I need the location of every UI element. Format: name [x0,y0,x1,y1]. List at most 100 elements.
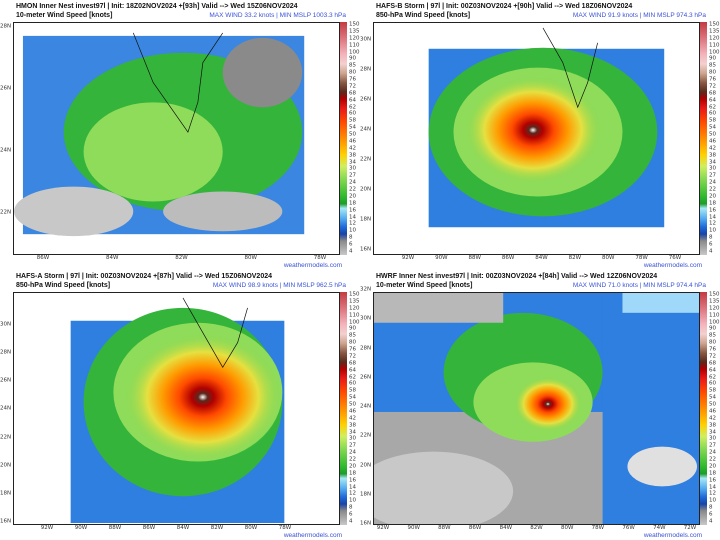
lon-tick-label: 84W [535,255,548,261]
colorbar-label: 20 [709,193,716,200]
colorbar-label: 6 [349,511,353,518]
lat-tick-label: 30N [0,321,12,328]
lon-tick-label: 76W [622,525,635,531]
lat-tick-label: 20N [360,461,372,468]
map-plot [373,292,700,525]
colorbar-label: 72 [349,83,356,90]
lat-tick-label: 16N [360,246,372,253]
colorbar-label: 90 [709,55,716,62]
lat-tick-label: 24N [0,405,12,412]
lat-tick-label: 20N [0,461,12,468]
colorbar-label: 34 [349,158,356,165]
colorbar-label: 80 [349,69,356,76]
colorbar-label: 24 [349,449,356,456]
lat-tick-label: 28N [0,23,12,30]
lon-tick-label: 78W [278,525,292,531]
panel-hwrf: HWRF Inner Nest invest97l | Init: 00Z03N… [360,270,720,540]
max-wind-stats: MAX WIND 71.0 knots | MIN MSLP 974.4 hPa [572,282,706,289]
watermark: weathermodels.com [283,532,342,539]
colorbar-label: 8 [709,234,713,241]
colorbar-label: 24 [709,449,716,456]
colorbar-label: 150 [709,291,720,298]
colorbar-label: 46 [349,408,356,415]
colorbar-label: 76 [709,76,716,83]
lon-tick-label: 86W [501,255,515,261]
colorbar-label: 8 [709,504,713,511]
lat-tick-label: 16N [360,520,372,527]
colorbar-label: 38 [349,151,356,158]
colorbar-label: 100 [349,318,360,325]
colorbar-label: 50 [349,131,356,138]
lat-tick-label: 30N [360,36,372,43]
colorbar-label: 100 [709,48,720,55]
max-wind-stats: MAX WIND 98.9 knots | MIN MSLP 962.5 hPa [212,282,346,289]
lon-tick-label: 78W [313,255,327,261]
lat-tick-label: 30N [360,315,372,322]
colorbar-label: 42 [349,145,356,152]
colorbar-label: 120 [349,305,360,311]
lon-tick-label: 84W [499,525,513,531]
panel-hmon: HMON Inner Nest invest97l | Init: 18Z02N… [0,0,360,270]
lon-tick-label: 84W [106,255,119,261]
colorbar-label: 90 [349,55,356,62]
colorbar-label: 22 [709,186,716,193]
panel-hafs-a: HAFS-A Storm | 97l | Init: 00Z03NOV2024 … [0,270,360,540]
lon-tick-label: 86W [468,525,482,531]
colorbar-label: 12 [709,490,716,497]
colorbar-label: 54 [349,394,356,401]
colorbar-label: 14 [709,483,716,490]
lon-tick-label: 88W [438,525,451,531]
colorbar-label: 50 [709,131,716,138]
colorbar-label: 14 [349,213,356,220]
colorbar-label: 110 [709,41,720,48]
colorbar-label: 85 [709,332,716,339]
colorbar-label: 42 [349,415,356,422]
panel-subtitle: 850-hPa Wind Speed [knots] [16,282,111,289]
lat-tick-label: 18N [0,490,12,497]
lon-tick-label: 88W [468,255,481,261]
colorbar-label: 110 [709,311,720,318]
lon-tick-label: 80W [602,255,615,261]
colorbar [340,292,347,525]
colorbar-label: 30 [349,435,356,442]
colorbar-label: 90 [349,325,356,332]
colorbar-label: 50 [709,401,716,408]
colorbar-label: 60 [349,110,356,117]
colorbar-label: 60 [709,380,716,387]
colorbar-label: 18 [349,470,356,477]
max-wind-stats: MAX WIND 33.2 knots | MIN MSLP 1003.3 hP… [209,12,346,19]
lat-tick-label: 26N [360,374,372,380]
colorbar-label: 14 [349,483,356,490]
lat-tick-label: 18N [360,491,372,497]
colorbar-label: 120 [349,35,360,41]
lat-tick-label: 22N [360,432,372,439]
watermark: weathermodels.com [643,532,702,539]
colorbar-label: 58 [709,387,716,394]
colorbar-label: 135 [709,28,720,35]
lon-tick-label: 90W [407,525,420,531]
lat-tick-label: 28N [360,66,372,73]
watermark: weathermodels.com [283,262,342,269]
lat-tick-label: 16N [0,518,12,525]
lon-tick-label: 78W [591,525,605,531]
colorbar-label: 72 [709,83,716,90]
lat-tick-label: 24N [360,403,372,410]
map-plot [13,22,340,255]
lat-tick-label: 26N [0,377,12,384]
colorbar-label: 80 [709,69,716,76]
colorbar-label: 54 [709,124,716,131]
lon-tick-label: 82W [568,255,582,261]
lat-tick-label: 26N [0,85,12,92]
panel-hafs-b: HAFS-B Storm | 97l | Init: 00Z03NOV2024 … [360,0,720,270]
lon-tick-label: 74W [653,525,666,531]
colorbar-label: 38 [709,421,716,428]
panel-subtitle: 10-meter Wind Speed [knots] [376,282,473,289]
colorbar-label: 68 [709,360,716,367]
lon-tick-label: 82W [530,525,543,531]
colorbar-label: 68 [349,360,356,367]
colorbar-label: 60 [349,380,356,387]
lat-tick-label: 26N [360,96,372,103]
colorbar-label: 27 [349,442,356,449]
colorbar-label: 46 [709,138,716,145]
colorbar-label: 20 [349,193,356,200]
